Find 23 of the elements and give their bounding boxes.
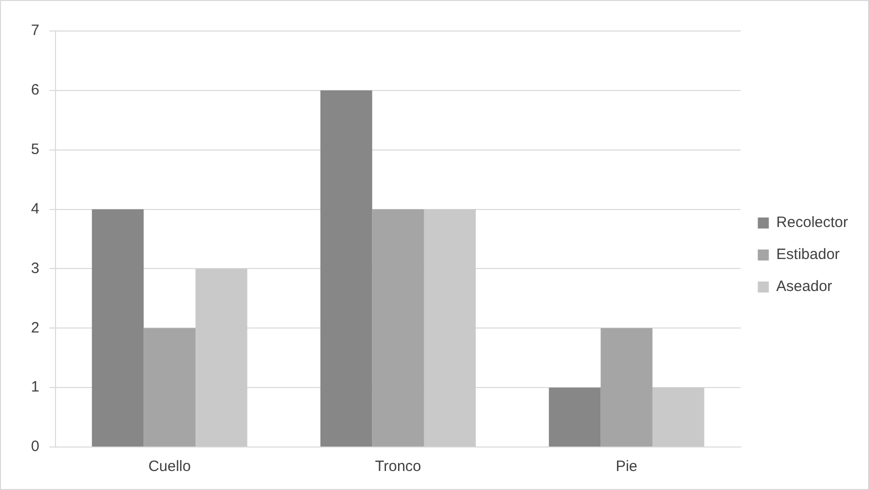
y-tick-label: 6 [31, 82, 40, 99]
y-tick-label: 7 [31, 22, 40, 40]
bar [372, 209, 424, 446]
legend-label: Estibador [776, 246, 840, 264]
y-tick-label: 0 [31, 438, 40, 456]
x-tick-label: Pie [616, 458, 638, 476]
bar [600, 328, 652, 446]
y-tick-label: 5 [31, 141, 40, 158]
y-tick-label: 4 [31, 200, 40, 218]
legend-label: Recolector [776, 214, 848, 232]
y-tick-label: 1 [31, 378, 40, 396]
bar [320, 90, 372, 446]
y-tick-label: 2 [31, 319, 40, 336]
bar [652, 388, 704, 446]
bar [424, 209, 476, 446]
bar [548, 388, 601, 446]
bar [144, 328, 196, 446]
x-tick-label: Cuello [148, 458, 191, 476]
bar [195, 268, 248, 446]
y-tick-label: 3 [31, 260, 40, 277]
legend-label: Aseador [776, 278, 832, 296]
x-tick-label: Tronco [375, 458, 422, 476]
bar [92, 209, 144, 446]
